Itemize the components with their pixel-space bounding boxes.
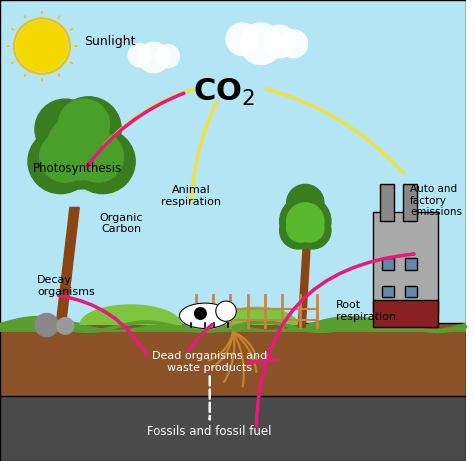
Text: Fossils and fossil fuel: Fossils and fossil fuel [147, 425, 272, 437]
Polygon shape [214, 307, 298, 325]
Circle shape [28, 129, 93, 194]
Circle shape [280, 212, 317, 249]
Circle shape [16, 21, 68, 71]
Circle shape [56, 97, 121, 161]
Text: Auto and
factory
emissions: Auto and factory emissions [410, 184, 462, 217]
Circle shape [293, 212, 331, 249]
Circle shape [287, 203, 324, 240]
Circle shape [46, 115, 112, 180]
Text: Photosynthesis: Photosynthesis [33, 162, 122, 175]
Circle shape [296, 214, 324, 242]
Polygon shape [298, 249, 310, 327]
Circle shape [35, 313, 58, 337]
Circle shape [264, 25, 296, 58]
Text: Animal
respiration: Animal respiration [161, 185, 221, 207]
Text: Decay
organisms: Decay organisms [37, 275, 95, 296]
FancyBboxPatch shape [0, 0, 466, 332]
FancyBboxPatch shape [373, 212, 438, 313]
Ellipse shape [195, 308, 206, 319]
Circle shape [287, 214, 315, 242]
Circle shape [57, 318, 73, 334]
Circle shape [128, 44, 152, 67]
Circle shape [70, 129, 135, 194]
Text: Dead organisms and
waste products: Dead organisms and waste products [152, 351, 267, 372]
FancyBboxPatch shape [373, 300, 438, 327]
Circle shape [280, 30, 308, 58]
FancyBboxPatch shape [382, 258, 394, 270]
Ellipse shape [180, 303, 231, 328]
Circle shape [58, 99, 109, 150]
Circle shape [40, 131, 91, 182]
Circle shape [156, 45, 180, 68]
FancyBboxPatch shape [405, 286, 417, 297]
Text: Organic
Carbon: Organic Carbon [100, 213, 143, 234]
Circle shape [280, 196, 331, 247]
FancyBboxPatch shape [403, 184, 417, 221]
Circle shape [287, 184, 324, 221]
FancyBboxPatch shape [380, 184, 394, 221]
Circle shape [226, 23, 259, 55]
Circle shape [216, 301, 237, 321]
Polygon shape [56, 207, 79, 327]
Circle shape [37, 106, 121, 189]
FancyBboxPatch shape [0, 323, 466, 406]
Text: Sunlight: Sunlight [84, 35, 136, 48]
FancyBboxPatch shape [405, 258, 417, 270]
Polygon shape [79, 304, 182, 325]
Text: Root
respiration: Root respiration [336, 301, 396, 322]
Circle shape [35, 99, 96, 159]
Text: CO$_2$: CO$_2$ [192, 77, 255, 108]
Circle shape [240, 23, 282, 65]
FancyBboxPatch shape [382, 286, 394, 297]
Circle shape [72, 131, 124, 182]
Circle shape [138, 42, 169, 73]
Polygon shape [0, 316, 466, 332]
FancyBboxPatch shape [0, 396, 466, 461]
